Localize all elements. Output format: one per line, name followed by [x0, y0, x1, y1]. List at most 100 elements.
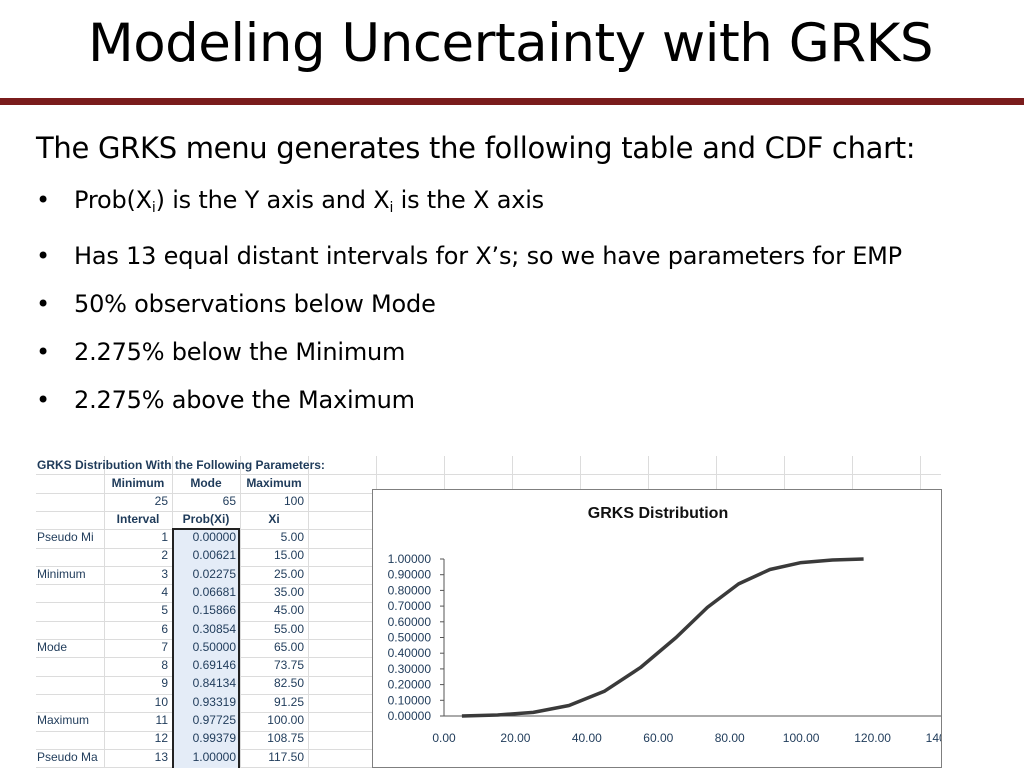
- intro-text: The GRKS menu generates the following ta…: [36, 131, 916, 165]
- row-prob[interactable]: 0.50000: [192, 639, 236, 654]
- grid-column-line: [104, 456, 105, 768]
- bullet-item-axes: • Prob(Xi) is the Y axis and Xi is the X…: [36, 176, 902, 232]
- param-header-mode[interactable]: Mode: [190, 476, 222, 490]
- row-prob[interactable]: 0.97725: [192, 713, 236, 727]
- row-prob[interactable]: 0.99379: [192, 731, 236, 746]
- row-prob[interactable]: 0.06681: [192, 584, 236, 599]
- bullet-item-mode: • 50% observations below Mode: [36, 280, 902, 328]
- row-prob[interactable]: 0.00621: [192, 548, 236, 563]
- bullet-text: 50% observations below Mode: [74, 290, 436, 318]
- x-tick-label: 120.00: [854, 731, 891, 745]
- col-header-xi[interactable]: Xi: [268, 512, 280, 526]
- row-prob[interactable]: 0.93319: [192, 694, 236, 709]
- row-label[interactable]: Minimum: [37, 566, 86, 581]
- param-header-minimum[interactable]: Minimum: [111, 476, 165, 490]
- row-xi[interactable]: 35.00: [273, 584, 304, 599]
- row-label[interactable]: [37, 583, 103, 601]
- row-xi[interactable]: 100.00: [267, 713, 304, 727]
- bullet-text: ) is the Y axis and X: [155, 186, 390, 214]
- bullet-marker: •: [36, 242, 50, 270]
- row-xi[interactable]: 91.25: [273, 694, 304, 709]
- y-tick-label: 0.00000: [388, 709, 432, 723]
- row-xi[interactable]: 65.00: [273, 639, 304, 654]
- bullet-item-intervals: • Has 13 equal distant intervals for X’s…: [36, 232, 902, 280]
- y-tick-label: 0.70000: [388, 599, 432, 613]
- row-xi[interactable]: 117.50: [268, 749, 304, 764]
- x-tick-label: 0.00: [432, 731, 456, 745]
- row-label[interactable]: Maximum: [37, 713, 90, 727]
- chart-series: [461, 557, 864, 718]
- x-tick-label: 40.00: [572, 731, 602, 745]
- bullet-text: Prob(X: [74, 186, 152, 214]
- chart-title: GRKS Distribution: [588, 505, 728, 522]
- x-tick-label: 140.00: [926, 731, 942, 745]
- row-xi[interactable]: 108.75: [267, 731, 304, 746]
- row-label[interactable]: Pseudo Mi: [37, 530, 94, 544]
- row-label[interactable]: [37, 693, 103, 711]
- row-interval[interactable]: 8: [161, 658, 168, 673]
- y-tick-label: 1.00000: [388, 552, 432, 566]
- bullet-item-maximum: • 2.275% above the Maximum: [36, 376, 902, 424]
- row-interval[interactable]: 4: [161, 584, 168, 599]
- bullet-list: • Prob(Xi) is the Y axis and Xi is the X…: [36, 176, 902, 424]
- row-xi[interactable]: 55.00: [273, 621, 304, 636]
- row-xi[interactable]: 15.00: [273, 548, 304, 563]
- row-prob[interactable]: 1.00000: [192, 749, 236, 764]
- row-interval[interactable]: 3: [161, 566, 168, 581]
- row-prob[interactable]: 0.30854: [192, 621, 236, 636]
- row-interval[interactable]: 13: [154, 749, 168, 764]
- y-tick-label: 0.90000: [388, 568, 432, 582]
- subscript: i: [151, 200, 156, 216]
- grid-column-line: [308, 456, 309, 768]
- prob-column-highlight: [172, 528, 240, 768]
- x-tick-label: 20.00: [500, 731, 530, 745]
- row-label[interactable]: [37, 656, 103, 674]
- row-interval[interactable]: 12: [154, 731, 168, 746]
- bullet-text: 2.275% below the Minimum: [74, 338, 406, 366]
- param-value-mode[interactable]: 65: [222, 494, 236, 508]
- bullet-marker: •: [36, 290, 50, 318]
- row-label[interactable]: [37, 674, 103, 692]
- row-interval[interactable]: 7: [161, 639, 168, 654]
- y-tick-label: 0.30000: [388, 662, 432, 676]
- row-label[interactable]: Mode: [37, 639, 68, 654]
- row-interval[interactable]: 5: [161, 603, 168, 618]
- row-prob[interactable]: 0.84134: [192, 676, 236, 691]
- row-prob[interactable]: 0.69146: [192, 658, 236, 673]
- row-xi[interactable]: 25.00: [273, 566, 304, 581]
- row-prob[interactable]: 0.02275: [192, 566, 236, 581]
- x-tick-label: 100.00: [783, 731, 820, 745]
- bullet-text: is the X axis: [393, 186, 545, 214]
- row-label[interactable]: [37, 620, 103, 638]
- y-tick-label: 0.60000: [388, 615, 432, 629]
- param-value-minimum[interactable]: 25: [154, 494, 168, 508]
- row-prob[interactable]: 0.00000: [192, 530, 236, 544]
- row-xi[interactable]: 73.75: [273, 658, 304, 673]
- row-interval[interactable]: 2: [161, 548, 168, 563]
- row-interval[interactable]: 1: [161, 530, 168, 544]
- cdf-chart[interactable]: GRKS Distribution 0.00000 0.10000 0.20000 0…: [372, 489, 942, 768]
- grid-row-line: [36, 474, 941, 476]
- col-header-prob[interactable]: Prob(Xi): [182, 512, 230, 526]
- row-prob[interactable]: 0.15866: [192, 603, 236, 618]
- row-xi[interactable]: 5.00: [280, 530, 304, 544]
- subscript: i: [389, 200, 394, 216]
- row-xi[interactable]: 82.50: [273, 676, 304, 691]
- row-xi[interactable]: 45.00: [273, 603, 304, 618]
- param-value-maximum[interactable]: 100: [283, 494, 304, 508]
- row-interval[interactable]: 9: [161, 676, 168, 691]
- x-tick-label: 60.00: [643, 731, 673, 745]
- param-header-maximum[interactable]: Maximum: [246, 476, 302, 490]
- sheet-heading[interactable]: GRKS Distribution With the Following Par…: [37, 458, 325, 472]
- slide-title: Modeling Uncertainty with GRKS: [88, 13, 934, 74]
- row-label[interactable]: [37, 546, 103, 564]
- row-interval[interactable]: 11: [155, 713, 168, 727]
- col-header-interval[interactable]: Interval: [116, 512, 160, 526]
- row-label[interactable]: [37, 601, 103, 619]
- row-label[interactable]: Pseudo Ma: [37, 749, 98, 764]
- row-interval[interactable]: 10: [154, 694, 168, 709]
- row-interval[interactable]: 6: [161, 621, 168, 636]
- bullet-marker: •: [36, 186, 50, 214]
- row-label[interactable]: [37, 729, 103, 747]
